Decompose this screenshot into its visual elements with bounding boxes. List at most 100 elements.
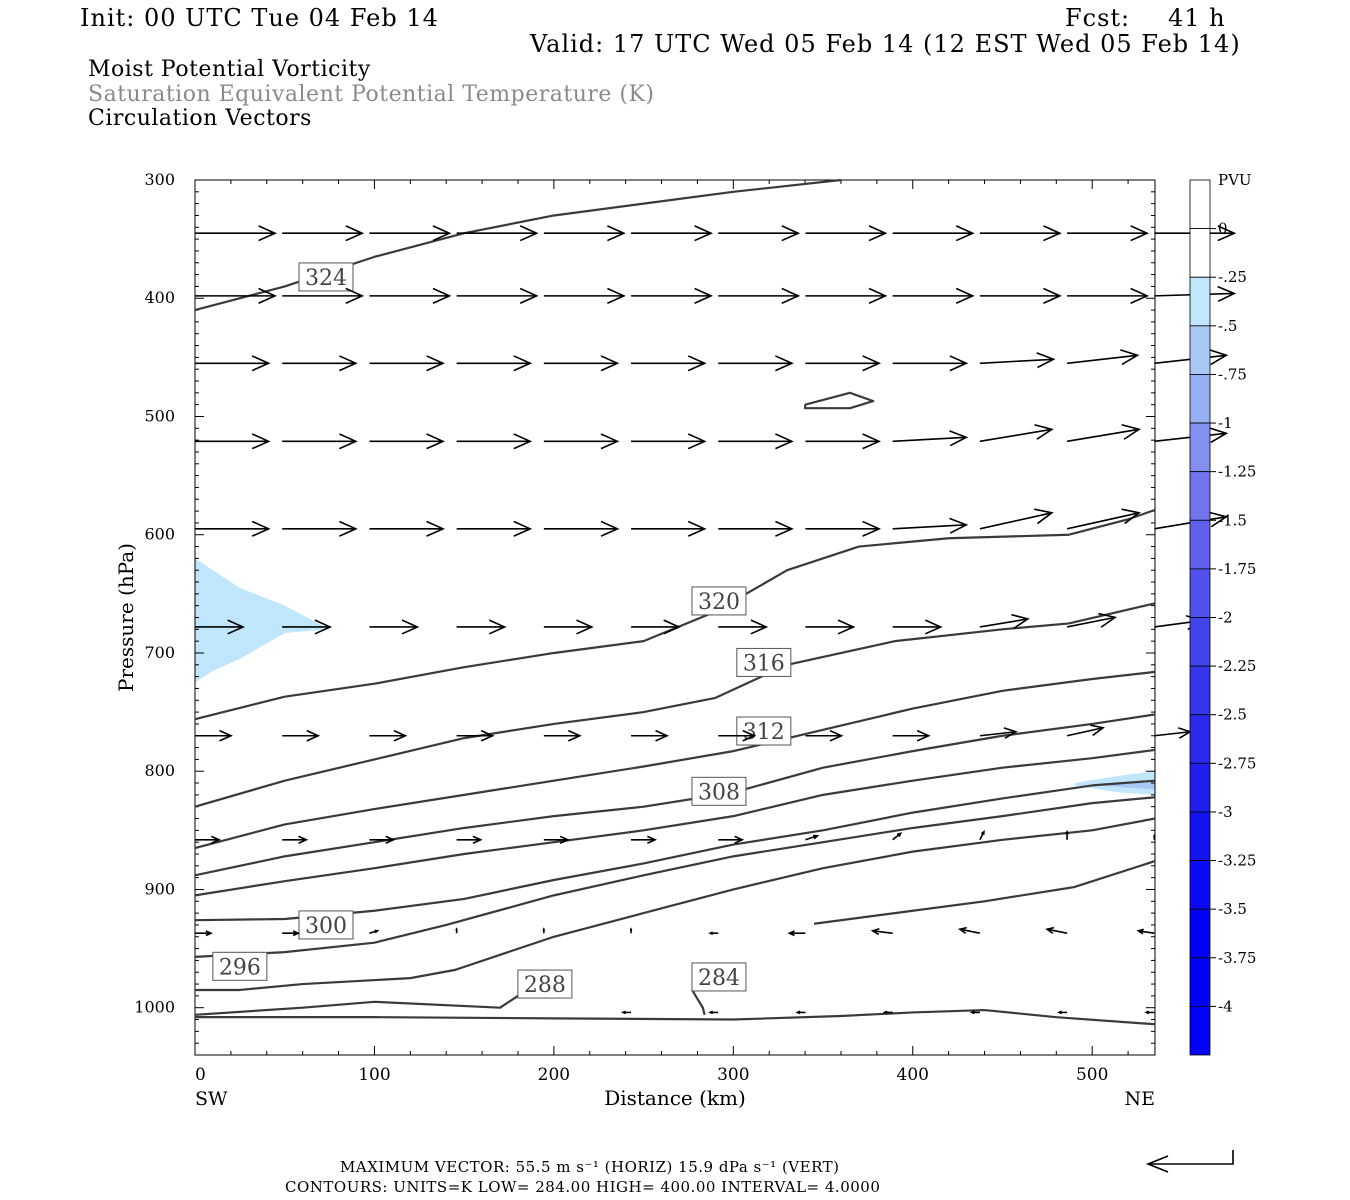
vector-head — [607, 225, 626, 242]
vector-shaft — [1154, 730, 1191, 737]
reference-vector-head — [1145, 1155, 1169, 1173]
circulation-vector — [369, 729, 408, 742]
circulation-vector — [1066, 349, 1140, 366]
theta-es-contour — [194, 989, 528, 1016]
circulation-vector — [282, 225, 365, 242]
vector-shaft — [872, 930, 893, 935]
vector-head — [1036, 352, 1056, 369]
circulation-vector — [456, 355, 533, 372]
max-vector-note: MAXIMUM VECTOR: 55.5 m s⁻¹ (HORIZ) 15.9 … — [340, 1158, 840, 1176]
theta-es-contour — [194, 602, 1156, 808]
vector-head — [870, 927, 880, 936]
vector-head — [862, 433, 882, 450]
contour-label: 308 — [698, 780, 740, 805]
colorbar-segment — [1189, 276, 1211, 327]
circulation-vector — [195, 287, 277, 304]
contour-label-box — [691, 776, 747, 806]
valid-time: Valid: 17 UTC Wed 05 Feb 14 (12 EST Wed … — [530, 30, 1241, 58]
colorbar-label: -2.5 — [1218, 706, 1247, 724]
theta-es-contour — [195, 817, 1156, 992]
circulation-vector — [957, 926, 981, 934]
circulation-vector — [892, 517, 969, 534]
vector-head — [949, 430, 969, 447]
vector-head — [629, 927, 633, 931]
contour-label-box — [736, 647, 792, 677]
vector-head — [374, 929, 380, 934]
vector-head — [775, 355, 794, 372]
circulation-vector — [718, 520, 794, 537]
circulation-vector — [631, 355, 707, 372]
circulation-vector — [456, 729, 495, 742]
circulation-vector — [456, 520, 533, 537]
circulation-vector — [195, 520, 271, 537]
vector-head — [868, 287, 888, 304]
vector-head — [513, 520, 533, 537]
circulation-vector — [718, 729, 757, 742]
vector-head — [708, 1010, 714, 1015]
x-tick-label: 400 — [897, 1065, 929, 1085]
circulation-vector — [805, 355, 882, 372]
colorbar-segment — [1189, 665, 1211, 716]
circulation-vector — [456, 619, 507, 635]
circulation-vector — [718, 835, 745, 844]
circulation-vector — [1057, 1010, 1068, 1015]
vector-head — [472, 835, 483, 844]
contour-label-box — [298, 910, 354, 940]
vector-head — [401, 619, 420, 635]
vector-head — [385, 835, 396, 844]
forecast-hour: 41 h — [1168, 4, 1226, 32]
vector-head — [426, 433, 445, 450]
vector-head — [955, 287, 975, 304]
contour-label: 316 — [743, 651, 785, 676]
circulation-vector — [543, 835, 570, 844]
contour-label: 324 — [305, 266, 347, 291]
circulation-vector — [870, 927, 893, 936]
contour-label: 296 — [219, 955, 261, 980]
colorbar-label: -1.25 — [1218, 463, 1256, 481]
colorbar-label: -.5 — [1218, 317, 1237, 335]
vector-head — [1130, 287, 1150, 304]
vector-shaft — [979, 358, 1054, 365]
vector-head — [205, 930, 213, 937]
vector-head — [862, 355, 882, 372]
vector-head — [292, 930, 301, 937]
circulation-vector — [979, 424, 1054, 443]
colorbar-label: -3 — [1218, 803, 1233, 821]
vector-head — [519, 225, 539, 242]
vector-head — [559, 835, 570, 844]
contour-info: CONTOURS: UNITS=K LOW= 284.00 HIGH= 400.… — [285, 1178, 881, 1196]
theta-es-contour — [194, 670, 1156, 850]
contour-label: 312 — [743, 720, 785, 745]
colorbar-segment — [1189, 957, 1211, 1007]
vector-head — [345, 287, 365, 304]
circulation-vector — [631, 619, 681, 635]
theta-es-contour — [195, 1008, 1156, 1026]
vector-head — [542, 927, 546, 931]
vector-head — [882, 1010, 888, 1015]
y-tick-label: 1000 — [134, 998, 175, 1017]
colorbar-segment — [1189, 179, 1211, 230]
circulation-vector — [369, 225, 452, 242]
field-title-vectors: Circulation Vectors — [88, 106, 312, 131]
vector-head — [298, 835, 309, 844]
circulation-vector — [631, 520, 707, 537]
x-tick-label: 200 — [538, 1065, 570, 1085]
colorbar-segment — [1189, 422, 1211, 473]
vector-head — [567, 729, 582, 742]
vector-head — [607, 287, 626, 304]
colorbar-label: -1 — [1218, 414, 1233, 432]
vector-head — [787, 930, 795, 937]
vector-head — [1090, 724, 1105, 737]
circulation-vector — [282, 619, 333, 635]
vector-head — [1217, 225, 1237, 242]
circulation-vector — [195, 729, 233, 742]
vector-shaft — [1066, 512, 1140, 530]
theta-es-contour — [803, 391, 875, 410]
circulation-vector — [979, 352, 1056, 369]
circulation-vector — [718, 355, 794, 372]
vector-head — [426, 355, 445, 372]
colorbar-label: -.25 — [1218, 268, 1247, 286]
circulation-vector — [543, 619, 594, 635]
x-tick-label: 300 — [717, 1065, 749, 1085]
